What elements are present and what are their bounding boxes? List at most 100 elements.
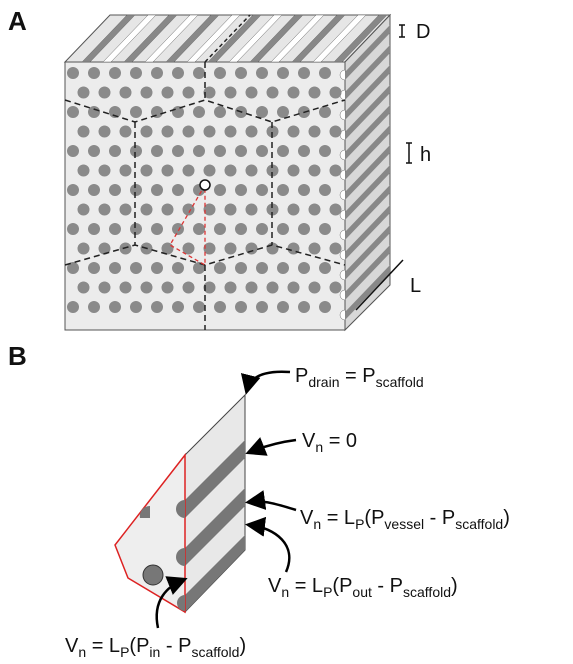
channel <box>345 25 390 80</box>
pore <box>203 281 216 294</box>
pore <box>140 164 153 177</box>
pore <box>109 145 121 157</box>
pore <box>119 125 132 138</box>
notch <box>339 149 346 161</box>
equation-text: (P <box>332 575 352 597</box>
pore <box>67 301 79 313</box>
pore <box>182 281 195 294</box>
vessel-marker <box>199 179 211 191</box>
groove <box>102 14 157 63</box>
pore <box>298 223 310 235</box>
pore <box>277 106 289 118</box>
pore <box>67 106 79 118</box>
channel <box>345 145 390 200</box>
pore <box>119 164 132 177</box>
channel <box>345 205 390 260</box>
pore <box>287 164 300 177</box>
equation: Vn = LP(Pvessel - Pscaffold) <box>300 507 510 532</box>
pore <box>319 145 331 157</box>
groove <box>249 14 304 63</box>
pore <box>88 262 100 274</box>
pore <box>203 125 216 138</box>
panel-label: A <box>8 6 27 36</box>
pore <box>67 262 79 274</box>
equation-text: V <box>65 635 79 657</box>
pore <box>329 164 342 177</box>
pore <box>308 86 321 99</box>
pore <box>88 67 100 79</box>
groove <box>291 14 346 63</box>
pore <box>319 184 331 196</box>
equation-text: = L <box>321 507 355 529</box>
panel-label: B <box>8 341 27 371</box>
groove <box>312 14 367 63</box>
channel <box>345 45 390 100</box>
pore <box>98 242 111 255</box>
groove <box>270 14 325 63</box>
pore <box>109 262 121 274</box>
pore <box>98 125 111 138</box>
pore <box>161 164 174 177</box>
pore <box>130 145 142 157</box>
pore <box>77 281 90 294</box>
groove <box>123 14 178 63</box>
equation-text: = P <box>339 365 375 387</box>
notch <box>176 548 185 566</box>
pore <box>256 67 268 79</box>
pore <box>140 125 153 138</box>
pore <box>98 86 111 99</box>
pore <box>214 145 226 157</box>
pore <box>319 223 331 235</box>
pore <box>88 301 100 313</box>
pore <box>224 164 237 177</box>
pore <box>235 301 247 313</box>
pore <box>193 106 205 118</box>
notch <box>339 109 346 121</box>
dimension-label: L <box>410 275 421 297</box>
subscript: in <box>149 644 160 660</box>
pore <box>119 281 132 294</box>
equation-text: ) <box>239 635 246 657</box>
pore <box>256 184 268 196</box>
pore <box>172 301 184 313</box>
pore <box>329 203 342 216</box>
pore <box>193 223 205 235</box>
pore <box>287 125 300 138</box>
pore <box>77 203 90 216</box>
pore <box>140 203 153 216</box>
pore <box>182 203 195 216</box>
equation-text: (P <box>364 507 384 529</box>
pore <box>277 67 289 79</box>
pore <box>277 262 289 274</box>
pore <box>172 223 184 235</box>
subscript: P <box>120 644 129 660</box>
equation-text: (P <box>129 635 149 657</box>
pore <box>329 125 342 138</box>
subscript: scaffold <box>455 516 503 532</box>
pore <box>287 203 300 216</box>
pore <box>161 86 174 99</box>
notch <box>177 595 185 611</box>
arrows <box>155 370 297 629</box>
dimension-marks <box>355 24 412 311</box>
notch <box>176 500 185 518</box>
channel <box>345 225 390 280</box>
pore <box>214 106 226 118</box>
pore <box>193 262 205 274</box>
channel <box>345 85 390 140</box>
pore <box>256 145 268 157</box>
subscript: out <box>352 584 372 600</box>
pore <box>182 164 195 177</box>
pore <box>224 203 237 216</box>
pore <box>277 145 289 157</box>
pore <box>109 223 121 235</box>
equation-text: V <box>268 575 282 597</box>
equation: Vn = 0 <box>302 430 357 455</box>
pore <box>329 281 342 294</box>
groove <box>165 14 220 63</box>
equation: Vn = LP(Pin - Pscaffold) <box>65 635 246 660</box>
equation-text: - P <box>160 635 191 657</box>
pores <box>67 67 342 313</box>
groove <box>144 14 199 63</box>
notch <box>339 169 346 181</box>
